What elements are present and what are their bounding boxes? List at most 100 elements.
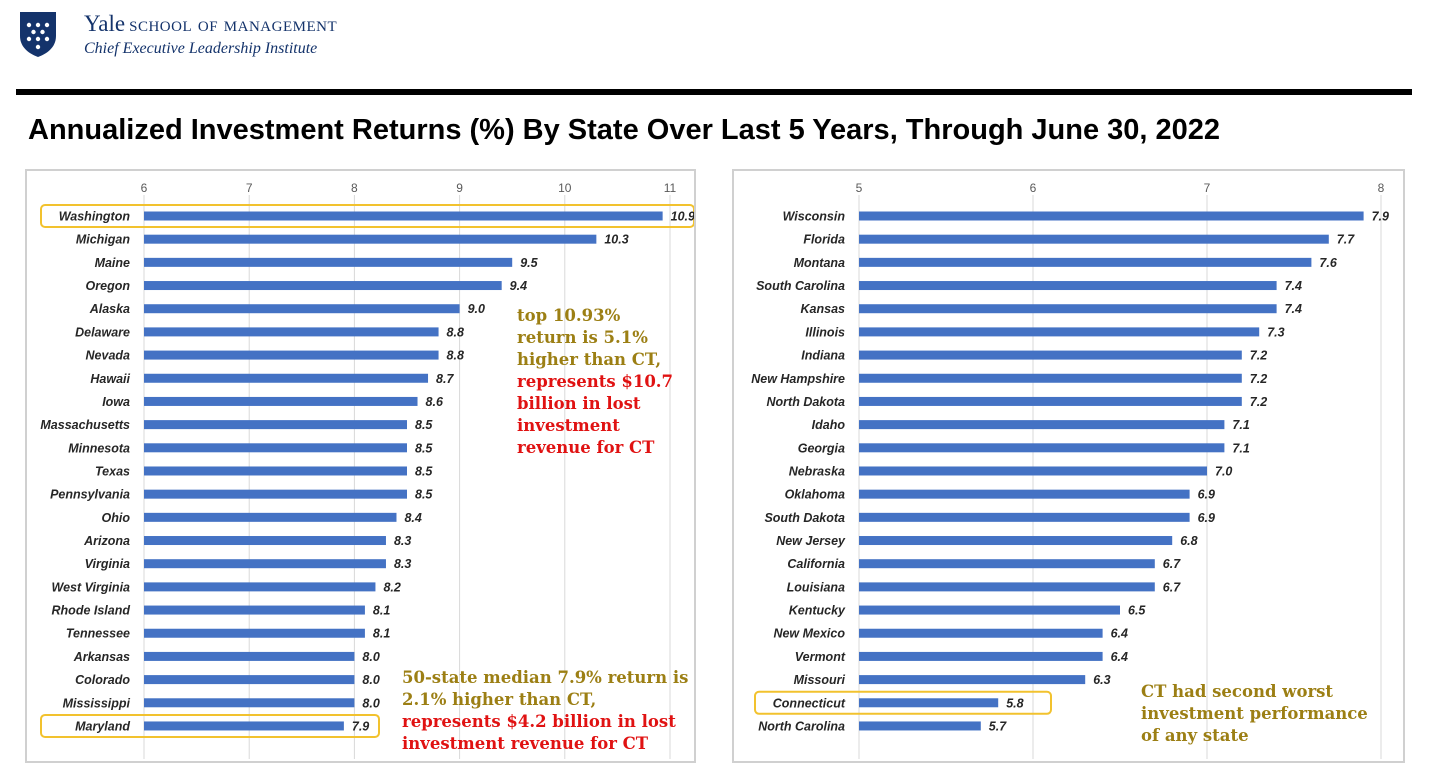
category-label-new-hampshire: New Hampshire — [751, 372, 845, 386]
category-label-north-carolina: North Carolina — [758, 719, 845, 733]
data-label-hawaii: 8.7 — [436, 372, 454, 386]
bar-chart-left: 6 7 8 9 10 11 Washington 10.9 Michigan 10.3 Maine 9… — [40, 181, 694, 759]
bar-arizona — [144, 536, 386, 546]
data-label-louisiana: 6.7 — [1163, 580, 1181, 594]
category-label-florida: Florida — [803, 233, 845, 247]
x-tick-label: 11 — [664, 181, 677, 195]
annotation-red-line: billion in lost — [517, 394, 641, 413]
bar-california — [859, 559, 1155, 569]
bar-vermont — [859, 651, 1103, 661]
data-label-montana: 7.6 — [1319, 256, 1337, 270]
bar-indiana — [859, 350, 1242, 360]
category-label-rhode-island: Rhode Island — [52, 604, 131, 618]
data-label-pennsylvania: 8.5 — [415, 488, 433, 502]
highlight-box-maryland — [40, 713, 380, 738]
data-label-iowa: 8.6 — [426, 395, 444, 409]
data-label-texas: 8.5 — [415, 464, 433, 478]
data-label-virginia: 8.3 — [394, 557, 411, 571]
data-label-maryland: 7.9 — [352, 719, 369, 733]
data-label-connecticut: 5.8 — [1006, 696, 1023, 710]
bar-idaho — [859, 420, 1225, 430]
data-label-new-hampshire: 7.2 — [1250, 372, 1267, 386]
data-label-missouri: 6.3 — [1093, 673, 1110, 687]
bar-missouri — [859, 675, 1086, 685]
annotation-gold-line: return is 5.1% — [517, 328, 648, 347]
data-label-georgia: 7.1 — [1232, 441, 1249, 455]
category-label-hawaii: Hawaii — [90, 372, 130, 386]
data-label-wisconsin: 7.9 — [1372, 210, 1389, 224]
data-label-new-mexico: 6.4 — [1111, 627, 1128, 641]
bar-nebraska — [859, 466, 1207, 476]
data-label-michigan: 10.3 — [604, 233, 628, 247]
bar-maine — [144, 257, 513, 267]
x-tick-label: 6 — [141, 181, 148, 195]
annotation-gold-line: of any state — [1141, 726, 1249, 745]
data-label-tennessee: 8.1 — [373, 627, 390, 641]
annotation-gold-line: 2.1% higher than CT, — [402, 690, 597, 709]
brand-yale: Yale — [84, 11, 126, 36]
bar-ohio — [144, 512, 397, 522]
category-label-north-dakota: North Dakota — [767, 395, 846, 409]
bar-new-jersey — [859, 536, 1173, 546]
bar-colorado — [144, 675, 355, 685]
annotation-median: 50-state median 7.9% return is 2.1% highe… — [402, 667, 688, 755]
data-label-illinois: 7.3 — [1267, 325, 1284, 339]
annotation-gold-line: 50-state median 7.9% return is — [402, 668, 689, 687]
category-label-michigan: Michigan — [76, 233, 131, 247]
bar-north-carolina — [859, 721, 981, 731]
category-label-wisconsin: Wisconsin — [783, 210, 846, 224]
x-tick-label: 8 — [1378, 181, 1385, 195]
category-label-nebraska: Nebraska — [789, 464, 845, 478]
data-label-idaho: 7.1 — [1232, 418, 1249, 432]
category-label-oregon: Oregon — [86, 279, 131, 293]
bar-rhode-island — [144, 605, 365, 615]
x-tick-label: 7 — [1204, 181, 1211, 195]
data-label-california: 6.7 — [1163, 557, 1181, 571]
data-label-florida: 7.7 — [1337, 233, 1355, 247]
category-label-oklahoma: Oklahoma — [785, 488, 845, 502]
category-label-minnesota: Minnesota — [68, 441, 130, 455]
annotation-red-line: represents $4.2 billion in lost — [402, 712, 676, 731]
bar-kentucky — [859, 605, 1120, 615]
data-label-massachusetts: 8.5 — [415, 418, 433, 432]
bar-texas — [144, 466, 407, 476]
category-label-texas: Texas — [95, 464, 130, 478]
data-label-new-jersey: 6.8 — [1180, 534, 1197, 548]
category-label-alaska: Alaska — [89, 302, 130, 316]
brand-subtitle: Chief Executive Leadership Institute — [84, 40, 318, 57]
data-label-mississippi: 8.0 — [362, 696, 379, 710]
category-label-missouri: Missouri — [794, 673, 846, 687]
bar-alaska — [144, 304, 460, 314]
annotation-gold-line: higher than CT, — [517, 350, 662, 369]
category-label-ohio: Ohio — [102, 511, 131, 525]
x-tick-label: 9 — [456, 181, 463, 195]
x-tick-label: 6 — [1030, 181, 1037, 195]
category-label-pennsylvania: Pennsylvania — [50, 488, 130, 502]
data-label-indiana: 7.2 — [1250, 349, 1267, 363]
data-label-south-dakota: 6.9 — [1198, 511, 1215, 525]
category-label-colorado: Colorado — [75, 673, 130, 687]
data-label-colorado: 8.0 — [362, 673, 379, 687]
bar-virginia — [144, 559, 386, 569]
chart-panel-right: 5 6 7 8 Wisconsin 7.9 Florida 7.7 Montana 7.6 Sout… — [732, 169, 1405, 763]
bar-kansas — [859, 304, 1277, 314]
category-label-delaware: Delaware — [75, 325, 130, 339]
data-label-washington: 10.9 — [671, 210, 694, 224]
annotation-ct: CT had second worst investment performanc… — [1141, 681, 1368, 747]
category-label-virginia: Virginia — [85, 557, 130, 571]
data-label-nebraska: 7.0 — [1215, 464, 1232, 478]
bar-new-hampshire — [859, 373, 1242, 383]
data-label-west-virginia: 8.2 — [383, 580, 400, 594]
data-label-oklahoma: 6.9 — [1198, 488, 1215, 502]
bar-north-dakota — [859, 396, 1242, 406]
x-tick-label: 7 — [246, 181, 253, 195]
highlight-box-washington — [40, 204, 694, 228]
annotation-median-lines: 50-state median 7.9% return is 2.1% highe… — [402, 667, 688, 755]
annotation-red-line: revenue for CT — [517, 438, 655, 457]
category-label-massachusetts: Massachusetts — [40, 418, 130, 432]
x-tick-label: 5 — [856, 181, 863, 195]
category-label-nevada: Nevada — [86, 349, 131, 363]
page-title: Annualized Investment Returns (%) By Sta… — [28, 114, 1221, 146]
data-label-north-carolina: 5.7 — [989, 719, 1007, 733]
annotation-gold-line: investment performance — [1141, 704, 1368, 723]
